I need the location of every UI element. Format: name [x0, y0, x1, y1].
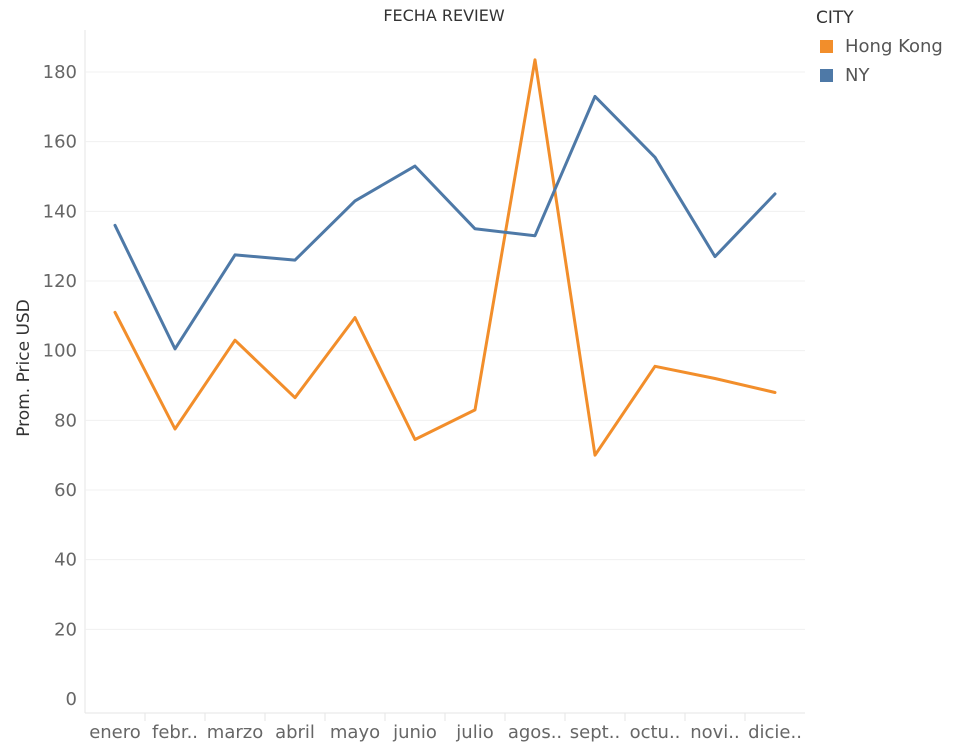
- y-tick-label: 120: [43, 271, 77, 292]
- y-tick-label: 20: [54, 619, 77, 640]
- x-tick-label: octu..: [630, 722, 681, 743]
- chart-title: FECHA REVIEW: [383, 6, 505, 25]
- legend-item-ny[interactable]: NY: [816, 61, 943, 90]
- y-tick-label: 80: [54, 410, 77, 431]
- y-tick-label: 60: [54, 480, 77, 501]
- series-lines: [113, 58, 777, 457]
- x-tick-label: agos..: [508, 722, 562, 743]
- x-tick-label: enero: [89, 722, 141, 743]
- y-tick-label: 180: [43, 62, 77, 83]
- y-tick-label: 40: [54, 550, 77, 571]
- x-tick-label: novi..: [690, 722, 740, 743]
- legend-label: Hong Kong: [845, 36, 943, 57]
- gridlines: [84, 30, 805, 721]
- legend-label: NY: [845, 65, 870, 86]
- legend-swatch: [820, 69, 833, 82]
- x-tick-label: febr..: [152, 722, 198, 743]
- x-tick-label: julio: [455, 722, 493, 743]
- legend: CITY Hong Kong NY: [816, 8, 943, 90]
- y-axis: 0 20 40 60 80 100 120 140 160 180: [43, 62, 77, 710]
- legend-swatch: [820, 40, 833, 53]
- x-tick-label: junio: [392, 722, 437, 743]
- x-tick-label: abril: [275, 722, 315, 743]
- y-tick-label: 0: [66, 689, 77, 710]
- y-axis-label: Prom. Price USD: [14, 299, 34, 437]
- legend-item-hong-kong[interactable]: Hong Kong: [816, 32, 943, 61]
- x-tick-label: marzo: [207, 722, 263, 743]
- y-tick-label: 140: [43, 201, 77, 222]
- x-tick-label: sept..: [570, 722, 620, 743]
- series-line-ny: [113, 94, 777, 351]
- x-tick-label: mayo: [330, 722, 380, 743]
- y-tick-label: 160: [43, 132, 77, 153]
- x-tick-label: dicie..: [748, 722, 802, 743]
- series-line-hong-kong: [113, 58, 777, 457]
- x-axis: enero febr.. marzo abril mayo junio julio agos.…: [89, 722, 802, 743]
- y-tick-label: 100: [43, 341, 77, 362]
- legend-title: CITY: [816, 8, 854, 28]
